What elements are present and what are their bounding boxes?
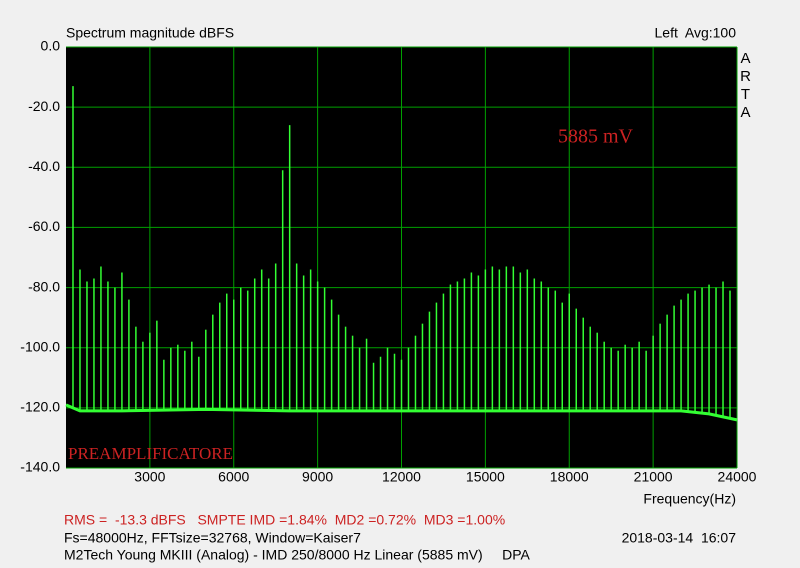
y-tick-label: -120.0 xyxy=(20,399,60,415)
y-tick-label: -80.0 xyxy=(28,278,60,294)
x-tick-label: 9000 xyxy=(302,469,333,485)
x-tick-label: 21000 xyxy=(634,469,673,485)
y-tick-label: -20.0 xyxy=(28,98,60,114)
x-tick-label: 6000 xyxy=(218,469,249,485)
description: M2Tech Young MKIII (Analog) - IMD 250/80… xyxy=(64,547,531,563)
measurements: RMS = -13.3 dBFS SMPTE IMD =1.84% MD2 =0… xyxy=(64,512,505,528)
brand: ARTA xyxy=(737,50,754,122)
x-tick-label: 18000 xyxy=(550,469,589,485)
timestamp: 2018-03-14 16:07 xyxy=(622,530,737,546)
x-axis-label: Frequency(Hz) xyxy=(643,491,736,507)
x-tick-label: 24000 xyxy=(718,469,757,485)
device-annotation: PREAMPLIFICATORE xyxy=(68,444,233,463)
level-annotation: 5885 mV xyxy=(558,126,634,148)
x-tick-label: 3000 xyxy=(134,469,165,485)
y-tick-label: -140.0 xyxy=(20,459,60,475)
channel-info: Left Avg:100 xyxy=(655,25,737,41)
y-tick-label: 0.0 xyxy=(41,38,61,54)
chart-title: Spectrum magnitude dBFS xyxy=(66,25,234,41)
y-tick-label: -40.0 xyxy=(28,158,60,174)
x-tick-label: 15000 xyxy=(466,469,505,485)
x-tick-label: 12000 xyxy=(382,469,421,485)
y-tick-label: -60.0 xyxy=(28,218,60,234)
settings: Fs=48000Hz, FFTsize=32768, Window=Kaiser… xyxy=(64,530,361,546)
y-tick-label: -100.0 xyxy=(20,338,60,354)
